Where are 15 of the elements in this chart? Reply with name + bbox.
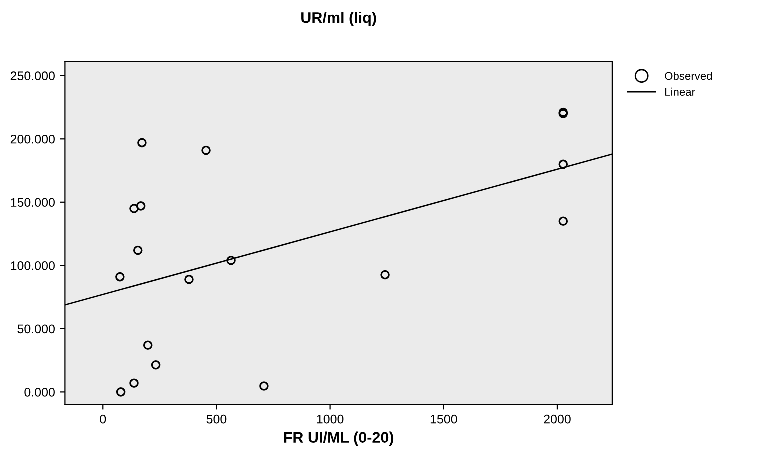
- y-tick-label: 50.000: [18, 324, 55, 334]
- x-tick-label: 500: [206, 414, 227, 424]
- chart-title: UR/ml (liq): [302, 12, 376, 26]
- x-tick-label: 1500: [430, 414, 458, 424]
- y-tick-label: 0.000: [24, 388, 55, 397]
- x-tick-label: 0: [100, 414, 106, 424]
- x-axis-title: FR UI/ML (0-20): [284, 432, 394, 446]
- y-tick-label: 200.000: [10, 134, 55, 144]
- x-tick-label: 2000: [544, 414, 571, 424]
- legend-label: Linear: [666, 88, 696, 96]
- legend-label: Observed: [665, 72, 712, 80]
- y-tick-label: 150.000: [11, 198, 55, 208]
- y-tick-label: 100.000: [11, 261, 55, 270]
- y-tick-label: 250.000: [10, 72, 55, 81]
- x-tick-label: 1000: [317, 414, 344, 424]
